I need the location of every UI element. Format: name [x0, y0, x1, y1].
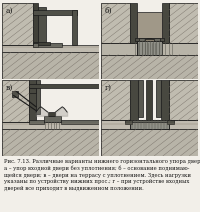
Bar: [34, 42, 50, 45]
Bar: [2, 3, 33, 45]
Bar: [101, 120, 198, 129]
Bar: [2, 45, 99, 52]
Text: б): б): [105, 7, 112, 15]
Bar: [169, 80, 198, 120]
Bar: [36, 80, 40, 114]
Bar: [29, 88, 36, 93]
Bar: [169, 3, 198, 43]
Bar: [101, 80, 130, 120]
Bar: [101, 129, 198, 156]
Text: г): г): [105, 84, 112, 92]
Bar: [167, 120, 174, 124]
Bar: [38, 7, 46, 43]
Bar: [130, 120, 169, 129]
Bar: [101, 54, 198, 79]
Text: в): в): [6, 84, 13, 92]
Bar: [33, 43, 38, 47]
Bar: [72, 10, 77, 45]
Bar: [2, 129, 99, 156]
Bar: [137, 12, 162, 38]
Bar: [33, 10, 77, 14]
Bar: [130, 120, 169, 122]
Bar: [169, 80, 198, 120]
Bar: [130, 3, 137, 43]
Bar: [101, 80, 130, 120]
Bar: [145, 39, 154, 41]
Text: а): а): [6, 7, 13, 15]
Bar: [101, 43, 198, 54]
Bar: [2, 3, 33, 45]
Bar: [2, 129, 99, 156]
Bar: [146, 80, 152, 122]
Bar: [33, 3, 38, 45]
Bar: [101, 54, 198, 79]
Bar: [2, 52, 99, 79]
Bar: [29, 80, 36, 122]
Bar: [12, 91, 18, 97]
Bar: [137, 41, 162, 54]
Bar: [101, 3, 130, 43]
Bar: [169, 3, 198, 43]
Bar: [2, 80, 29, 122]
Bar: [156, 80, 161, 117]
Bar: [101, 129, 198, 156]
Bar: [139, 38, 160, 41]
Bar: [2, 122, 99, 129]
Bar: [61, 120, 99, 124]
Bar: [2, 52, 99, 79]
Bar: [101, 3, 130, 43]
Bar: [125, 120, 132, 124]
Bar: [130, 120, 169, 129]
Bar: [137, 41, 162, 54]
Bar: [162, 3, 169, 43]
Bar: [138, 80, 143, 117]
Bar: [29, 84, 99, 88]
Bar: [130, 80, 138, 120]
Bar: [29, 120, 44, 124]
Bar: [135, 38, 164, 41]
Bar: [161, 80, 169, 120]
Bar: [33, 43, 62, 47]
Text: Рис. 7.13. Различные варианты нижнего горизонтального упора двери:
а – упор вход: Рис. 7.13. Различные варианты нижнего го…: [4, 159, 200, 191]
Bar: [44, 116, 61, 122]
Bar: [2, 80, 29, 122]
Bar: [48, 112, 55, 116]
